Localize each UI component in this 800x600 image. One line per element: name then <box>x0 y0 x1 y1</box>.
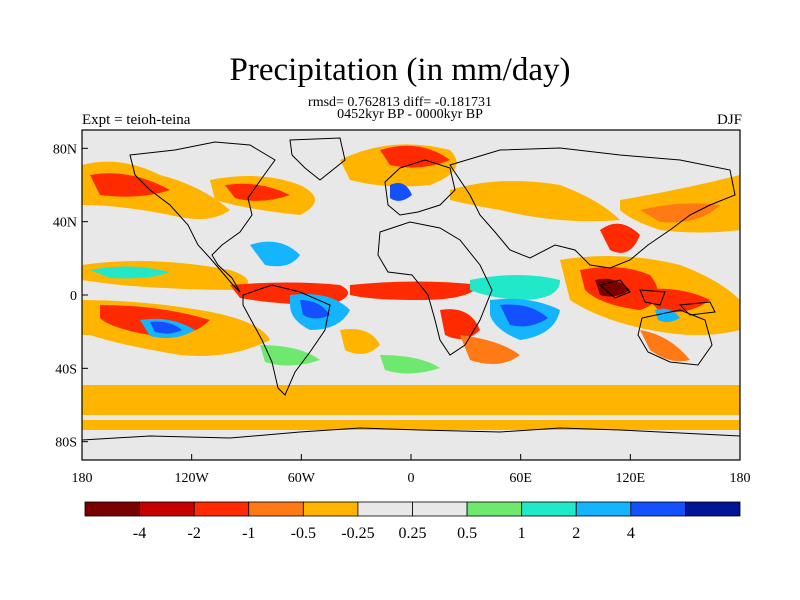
colorbar-swatch <box>302 501 359 517</box>
chart-title: Precipitation (in mm/day) <box>229 52 571 88</box>
colorbar-label: -1 <box>242 525 255 542</box>
colorbar-label: 2 <box>572 525 580 542</box>
x-tick-label: 60W <box>288 471 316 486</box>
colorbar-label: 0.5 <box>457 525 477 542</box>
x-tick-label: 180 <box>72 471 93 486</box>
map-panel <box>82 130 740 460</box>
colorbar-swatch <box>193 501 250 517</box>
colorbar-swatch <box>630 501 686 517</box>
y-tick-label: 80N <box>53 142 77 157</box>
colorbar-swatch <box>139 501 195 517</box>
x-tick-label: 120W <box>175 471 210 486</box>
stats-text: rmsd= 0.762813 diff= -0.181731 <box>308 95 492 110</box>
colorbar: -4 -2 -1 -0.5 -0.25 0.25 0.5 1 2 4 <box>84 501 741 542</box>
colorbar-swatch <box>412 501 468 517</box>
colorbar-label: -0.5 <box>291 525 316 542</box>
experiment-label: Expt = teioh-teina <box>82 112 191 128</box>
x-tick-label: 60E <box>509 471 532 486</box>
y-tick-label: 40S <box>55 362 77 377</box>
period-text: 0452kyr BP - 0000kyr BP <box>337 107 483 122</box>
y-tick-label: 80S <box>55 436 77 451</box>
x-tick-label: 120E <box>616 471 646 486</box>
colorbar-label: 4 <box>627 525 635 542</box>
x-tick-label: 180 <box>730 471 751 486</box>
y-tick-label: 40N <box>53 216 77 231</box>
x-tick-label: 0 <box>408 471 415 486</box>
colorbar-label: -4 <box>133 525 146 542</box>
colorbar-label: 0.25 <box>399 525 427 542</box>
precip-anomaly-field <box>82 144 740 430</box>
colorbar-swatch <box>521 501 577 517</box>
colorbar-label: -0.25 <box>341 525 374 542</box>
season-label: DJF <box>716 112 742 128</box>
colorbar-swatch <box>84 501 140 517</box>
colorbar-swatch <box>248 501 304 517</box>
y-tick-label: 0 <box>70 289 77 304</box>
colorbar-label: 1 <box>518 525 526 542</box>
colorbar-swatch <box>685 501 741 517</box>
colorbar-swatch <box>357 501 413 517</box>
colorbar-swatch <box>575 501 632 517</box>
coastlines <box>82 137 740 441</box>
colorbar-swatch <box>466 501 523 517</box>
map-axes: 180 120W 60W 0 60E 120E 180 80N 40N 0 40S 80S <box>53 142 751 486</box>
colorbar-label: -2 <box>188 525 201 542</box>
